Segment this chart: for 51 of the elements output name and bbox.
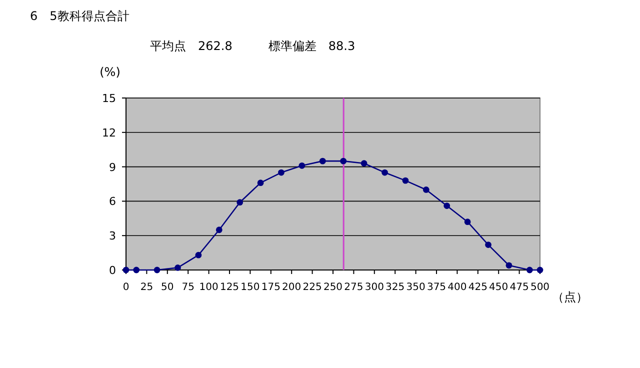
x-tick-label: 325 xyxy=(386,282,405,293)
x-tick-label: 175 xyxy=(261,282,280,293)
y-tick-label: 0 xyxy=(109,264,116,277)
point xyxy=(298,162,306,169)
point xyxy=(506,262,512,269)
x-tick-label: 100 xyxy=(199,282,218,293)
y-tick-label: 12 xyxy=(102,126,116,140)
point xyxy=(422,186,430,193)
x-axis-title: （点） xyxy=(552,290,588,304)
y-tick-label: 6 xyxy=(109,195,116,208)
x-tick-label: 500 xyxy=(530,282,550,293)
point xyxy=(195,252,202,258)
x-tick-label: 350 xyxy=(406,282,426,293)
point xyxy=(154,266,160,274)
x-tick-label: 450 xyxy=(489,282,508,293)
point xyxy=(382,169,388,176)
y-tick-label: 15 xyxy=(102,92,116,105)
point xyxy=(444,202,450,209)
x-tick-label: 75 xyxy=(182,282,194,293)
x-tick-label: 425 xyxy=(468,282,488,293)
y-tick-label: 3 xyxy=(109,230,116,243)
x-tick-label: 125 xyxy=(220,282,240,293)
x-tick-label: 25 xyxy=(140,282,154,293)
x-tick-label: 475 xyxy=(510,282,529,293)
point xyxy=(340,158,347,164)
point xyxy=(526,266,533,274)
y-tick-label: 9 xyxy=(109,160,116,174)
point xyxy=(464,218,471,226)
x-tick-label: 250 xyxy=(323,282,343,293)
y-axis-title: (%) xyxy=(100,65,120,79)
chart-title: 6 5教科得点合計 xyxy=(30,9,130,23)
x-tick-label: 50 xyxy=(161,282,174,293)
point xyxy=(319,158,326,164)
point xyxy=(360,160,368,167)
x-tick-label: 300 xyxy=(364,282,384,293)
point xyxy=(236,199,244,206)
x-tick-label: 275 xyxy=(344,282,364,293)
point xyxy=(174,264,181,271)
point xyxy=(216,226,222,234)
x-tick-label: 375 xyxy=(426,282,446,293)
x-tick-label: 200 xyxy=(282,282,302,293)
point xyxy=(278,169,284,176)
chart-subtitle: 平均点 262.8 標準偏差 88.3 xyxy=(150,39,356,53)
point xyxy=(402,177,409,184)
x-tick-label: 150 xyxy=(240,282,260,293)
point xyxy=(485,242,492,248)
x-tick-label: 0 xyxy=(122,282,130,293)
x-tick-label: 225 xyxy=(302,282,322,293)
x-tick-label: 400 xyxy=(448,282,467,293)
point xyxy=(133,266,140,274)
point xyxy=(257,180,264,186)
